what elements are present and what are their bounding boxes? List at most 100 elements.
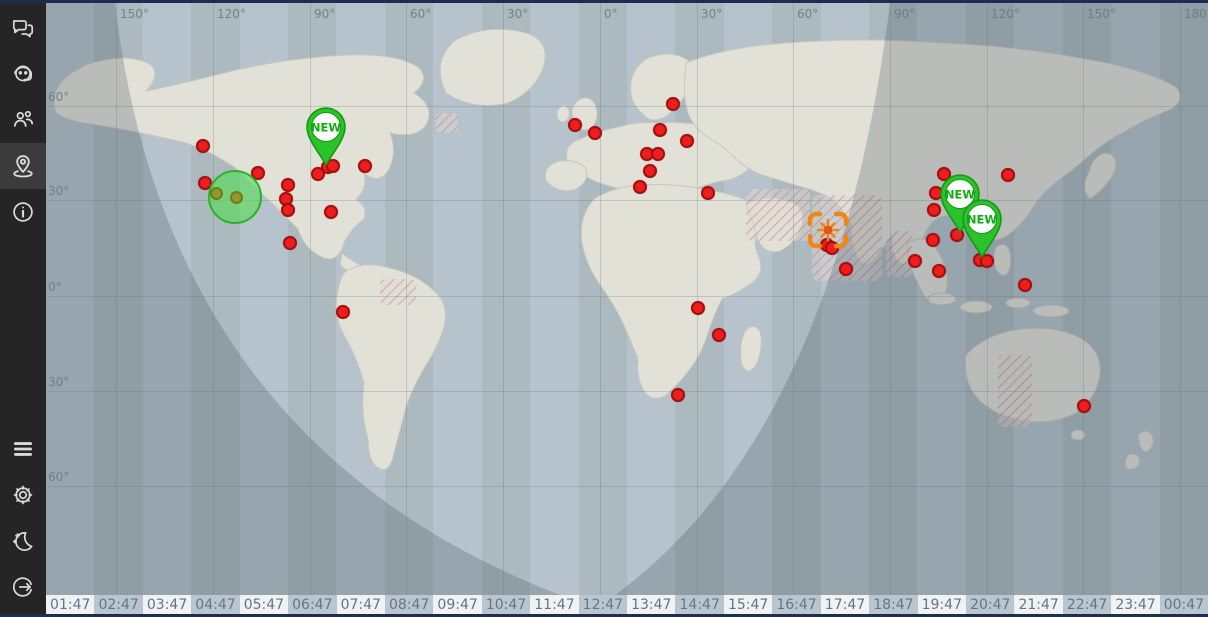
timezone-time: 00:47 <box>1159 595 1208 614</box>
night-overlay <box>46 3 1208 595</box>
parallel-line <box>46 106 1208 107</box>
chat-icon <box>12 20 34 38</box>
sidebar-item-support[interactable] <box>0 51 46 97</box>
timezone-time: 05:47 <box>239 595 289 614</box>
sidebar-item-chat[interactable] <box>0 5 46 51</box>
sidebar <box>0 3 46 614</box>
covered-location-dot[interactable] <box>229 190 243 204</box>
info-icon <box>13 202 33 222</box>
sidebar-item-info[interactable] <box>0 189 46 235</box>
location-dot[interactable] <box>281 178 295 192</box>
meridian-line <box>310 3 311 595</box>
target-brackets-icon <box>807 211 849 249</box>
timezone-time: 06:47 <box>288 595 337 614</box>
location-dot[interactable] <box>324 205 338 219</box>
location-pin-icon <box>13 155 33 178</box>
meridian-line <box>1083 3 1084 595</box>
timezone-time: 14:47 <box>675 595 724 614</box>
timezone-time: 08:47 <box>384 595 434 614</box>
parallel-line <box>46 391 1208 392</box>
location-dot[interactable] <box>251 166 265 180</box>
location-dot[interactable] <box>1018 278 1032 292</box>
timezone-time: 23:47 <box>1111 595 1160 614</box>
meridian-line <box>213 3 214 595</box>
covered-location-dot[interactable] <box>209 186 223 200</box>
timezone-time: 09:47 <box>433 595 482 614</box>
location-dot[interactable] <box>643 164 657 178</box>
timezone-time: 12:47 <box>578 595 628 614</box>
meridian-line <box>406 3 407 595</box>
timezone-timebar: 01:47 02:47 03:47 04:47 05:47 06:47 07:47 08:47… <box>46 595 1208 614</box>
sidebar-item-team[interactable] <box>0 97 46 143</box>
continents-layer <box>46 3 1208 595</box>
gear-icon <box>13 485 33 505</box>
location-dot[interactable] <box>283 236 297 250</box>
timezone-time: 01:47 <box>46 595 95 614</box>
sidebar-item-logout[interactable] <box>0 564 46 610</box>
location-dot[interactable] <box>281 203 295 217</box>
parallel-line <box>46 486 1208 487</box>
timezone-time: 15:47 <box>723 595 773 614</box>
meridian-line <box>697 3 698 595</box>
timezone-time: 16:47 <box>772 595 821 614</box>
location-dot[interactable] <box>653 123 667 137</box>
target-selection-marker[interactable] <box>806 209 850 251</box>
timezone-time: 22:47 <box>1062 595 1112 614</box>
night-mode-icon <box>12 532 33 551</box>
location-dot[interactable] <box>336 305 350 319</box>
location-dot[interactable] <box>680 134 694 148</box>
location-dot[interactable] <box>651 147 665 161</box>
location-dot[interactable] <box>666 97 680 111</box>
timezone-time: 02:47 <box>94 595 143 614</box>
location-dot[interactable] <box>671 388 685 402</box>
timezone-time: 20:47 <box>966 595 1015 614</box>
team-icon <box>14 110 34 127</box>
svg-text:NEW: NEW <box>311 121 341 135</box>
location-dot[interactable] <box>588 126 602 140</box>
location-dot[interactable] <box>927 203 941 217</box>
menu-icon <box>14 442 32 456</box>
location-dot[interactable] <box>568 118 582 132</box>
location-dot[interactable] <box>937 167 951 181</box>
timezone-time: 04:47 <box>191 595 240 614</box>
meridian-line <box>116 3 117 595</box>
sidebar-item-night[interactable] <box>0 518 46 564</box>
location-dot[interactable] <box>196 139 210 153</box>
location-dot[interactable] <box>839 262 853 276</box>
timezone-time: 19:47 <box>917 595 967 614</box>
timezone-time: 21:47 <box>1014 595 1063 614</box>
location-dot[interactable] <box>926 233 940 247</box>
location-dot[interactable] <box>1001 168 1015 182</box>
timezone-time: 10:47 <box>481 595 531 614</box>
location-dot[interactable] <box>326 159 340 173</box>
support-agent-icon <box>14 65 32 82</box>
timezone-time: 13:47 <box>627 595 676 614</box>
svg-text:NEW: NEW <box>945 188 975 202</box>
location-dot[interactable] <box>691 301 705 315</box>
location-dot[interactable] <box>908 254 922 268</box>
new-location-pin[interactable]: NEW <box>303 106 349 168</box>
meridian-line <box>503 3 504 595</box>
svg-text:NEW: NEW <box>967 213 997 227</box>
new-location-pin[interactable]: NEW <box>959 198 1005 260</box>
location-dot[interactable] <box>358 159 372 173</box>
sidebar-item-location[interactable] <box>0 143 46 189</box>
timezone-time: 17:47 <box>820 595 870 614</box>
location-dot[interactable] <box>633 180 647 194</box>
location-dot[interactable] <box>980 254 994 268</box>
parallel-line <box>46 296 1208 297</box>
location-dot[interactable] <box>932 264 946 278</box>
location-dot[interactable] <box>701 186 715 200</box>
sidebar-item-settings[interactable] <box>0 472 46 518</box>
timezone-time: 03:47 <box>142 595 192 614</box>
world-map[interactable]: 150°120°90°60°30°0°30°60°90°120°150°180°… <box>46 3 1208 595</box>
meridian-line <box>793 3 794 595</box>
timezone-time: 07:47 <box>336 595 385 614</box>
location-dot[interactable] <box>1077 399 1091 413</box>
meridian-line <box>890 3 891 595</box>
sidebar-item-menu[interactable] <box>0 426 46 472</box>
timezone-time: 11:47 <box>530 595 579 614</box>
location-dot[interactable] <box>712 328 726 342</box>
parallel-line <box>46 200 1208 201</box>
